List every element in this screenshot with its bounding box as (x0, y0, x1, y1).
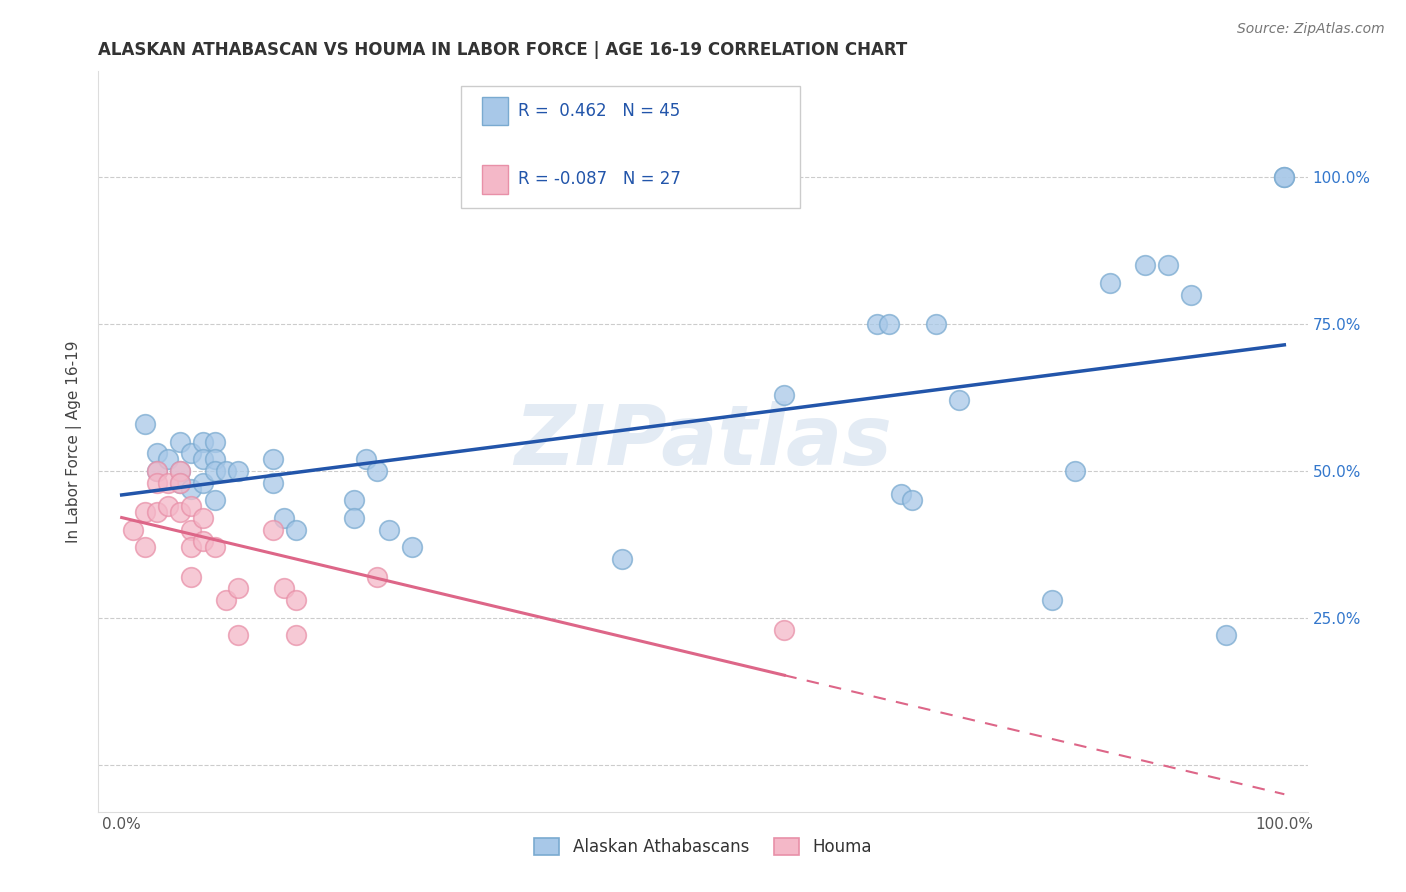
Point (1272, 170, 1295, 185)
Text: ZIPatlas: ZIPatlas (515, 401, 891, 482)
Point (180, 541, 202, 555)
Point (215, 464, 238, 478)
Point (924, 317, 946, 331)
Point (226, 464, 249, 478)
Point (901, 493, 924, 508)
Point (169, 475, 191, 490)
Point (1157, 258, 1180, 272)
Text: R = -0.087   N = 27: R = -0.087 N = 27 (517, 170, 681, 188)
Point (204, 464, 226, 478)
Point (204, 434, 226, 449)
Point (285, 593, 308, 607)
Point (122, 523, 145, 537)
Point (378, 523, 401, 537)
Point (169, 464, 191, 478)
Point (191, 452, 214, 467)
Point (134, 417, 156, 431)
Point (134, 541, 156, 555)
Point (145, 475, 167, 490)
Point (157, 452, 180, 467)
Point (169, 464, 191, 478)
Point (1133, 258, 1156, 272)
Point (145, 464, 167, 478)
Point (204, 541, 226, 555)
Point (401, 541, 423, 555)
Point (1064, 464, 1087, 478)
Point (262, 452, 284, 467)
Point (890, 487, 912, 501)
FancyBboxPatch shape (482, 165, 509, 194)
Point (366, 570, 388, 584)
Point (180, 446, 202, 460)
Point (204, 493, 226, 508)
Point (343, 511, 366, 525)
Point (180, 570, 202, 584)
Y-axis label: In Labor Force | Age 16-19: In Labor Force | Age 16-19 (66, 340, 83, 543)
Point (180, 523, 202, 537)
Point (1215, 628, 1237, 642)
Point (610, 552, 633, 566)
Point (215, 593, 238, 607)
Point (262, 523, 284, 537)
Point (866, 317, 889, 331)
Text: Source: ZipAtlas.com: Source: ZipAtlas.com (1237, 22, 1385, 37)
Point (145, 464, 167, 478)
Point (877, 317, 900, 331)
Point (169, 505, 191, 519)
Point (273, 511, 295, 525)
FancyBboxPatch shape (482, 97, 509, 126)
Point (169, 475, 191, 490)
Point (262, 475, 284, 490)
Point (191, 475, 214, 490)
Point (204, 452, 226, 467)
Point (366, 464, 388, 478)
Point (1098, 276, 1121, 290)
Point (191, 511, 214, 525)
Point (191, 534, 214, 549)
FancyBboxPatch shape (461, 87, 800, 209)
Text: R =  0.462   N = 45: R = 0.462 N = 45 (517, 103, 681, 120)
Point (226, 628, 249, 642)
Point (285, 628, 308, 642)
Point (285, 523, 308, 537)
Point (180, 482, 202, 496)
Point (157, 499, 180, 513)
Point (134, 505, 156, 519)
Point (1180, 287, 1202, 301)
Point (343, 493, 366, 508)
Point (191, 434, 214, 449)
Point (226, 582, 249, 596)
Point (169, 434, 191, 449)
Point (1272, 170, 1295, 185)
Point (948, 393, 970, 408)
Point (157, 475, 180, 490)
Point (1040, 593, 1063, 607)
Point (145, 446, 167, 460)
Point (354, 452, 377, 467)
Legend: Alaskan Athabascans, Houma: Alaskan Athabascans, Houma (527, 831, 879, 863)
Point (180, 499, 202, 513)
Point (273, 582, 295, 596)
Point (773, 387, 796, 401)
Point (145, 505, 167, 519)
Point (773, 623, 796, 637)
Text: ALASKAN ATHABASCAN VS HOUMA IN LABOR FORCE | AGE 16-19 CORRELATION CHART: ALASKAN ATHABASCAN VS HOUMA IN LABOR FOR… (98, 41, 908, 59)
